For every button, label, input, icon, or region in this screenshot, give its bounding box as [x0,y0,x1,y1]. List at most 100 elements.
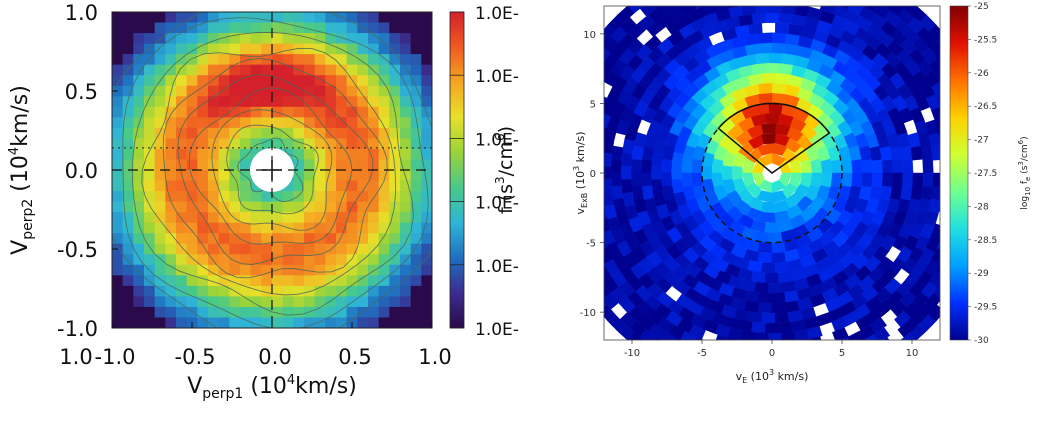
left-y-tick-label: 0.0 [65,159,98,183]
left-heat-cell [176,127,188,139]
left-heat-cell [186,254,198,266]
left-contour-line [112,12,432,328]
left-heat-cell [208,212,220,224]
left-heat-cell [250,43,262,55]
left-heat-cell [208,264,220,276]
left-heat-cell [133,275,145,287]
left-heat-cell [154,54,166,66]
left-heat-cell [346,85,358,97]
left-heat-cell [133,222,145,234]
left-heat-cell [218,85,230,97]
left-heat-cell [336,170,348,182]
right-heat-cell [855,361,871,376]
left-heat-cell [378,159,390,171]
left-heat-cell [176,170,188,182]
right-heat-cell [806,325,823,340]
left-heat-cell [122,275,134,287]
left-heat-cell [293,22,305,34]
right-heat-cell [699,361,715,375]
left-heat-cell [378,64,390,76]
left-heat-cell [112,180,124,192]
right-x-tick-labels: -10 -5 0 5 10 [624,348,919,359]
left-heat-cell [240,317,252,328]
right-heat-cell [695,6,705,10]
right-heat-cell [741,6,757,16]
left-heat-cell [122,212,134,224]
left-heat-cell [154,317,166,328]
left-heat-cell [186,117,198,129]
left-heat-cell [112,12,124,24]
left-heat-cell [197,12,209,24]
right-heat-cell [751,12,766,25]
left-heat-cell [314,159,326,171]
left-heat-cell [410,54,422,66]
right-heat-cell [930,81,940,99]
left-heat-cell [250,233,262,245]
left-heat-cell [229,75,241,87]
right-heat-cell [639,329,657,340]
left-heat-cell [197,85,209,97]
left-heat-cell [293,191,305,203]
left-heat-cell [325,43,337,55]
left-heat-cell [293,254,305,266]
left-heat-cell [410,33,422,45]
right-colorbar-tick-label: -25.5 [974,35,997,45]
left-heat-cell [410,191,422,203]
left-heat-cell [197,191,209,203]
left-heat-cell [165,64,177,76]
left-heat-cell [421,243,432,255]
left-heat-cell [186,212,198,224]
left-heat-cell [293,75,305,87]
left-heat-cell [208,222,220,234]
right-heat-cell [551,186,562,200]
left-heat-cell [378,148,390,161]
left-heat-cell [272,75,284,87]
left-heat-cell [410,222,422,234]
left-heat-cell [368,148,380,161]
left-heat-cell [261,33,273,45]
left-heat-cell [378,306,390,319]
left-heat-cell [133,285,145,297]
left-heat-cell [304,127,316,139]
left-heat-cell [154,148,166,161]
left-heat-cell [122,96,134,108]
left-heat-cell [197,317,209,328]
right-heat-cell [560,173,571,187]
right-heat-cell [771,82,787,95]
left-heat-cell [421,233,432,245]
left-heat-cell [272,296,284,308]
left-heat-cell [314,33,326,45]
right-heat-cell [936,240,940,250]
left-heat-cell [112,43,124,55]
right-heat-cell [781,6,796,15]
right-heat-cell [892,172,904,187]
left-heat-cell [314,64,326,76]
right-heat-cell [604,38,608,46]
left-heat-cell [133,264,145,276]
left-heat-cell [314,138,326,150]
left-heat-cell [400,264,412,276]
left-heat-cell [261,85,273,97]
left-heat-cell [122,64,134,76]
left-heat-cell [197,296,209,308]
left-heat-cell [218,191,230,203]
right-heat-cell [683,0,699,2]
left-heat-cell [165,243,177,255]
left-heat-cell [389,75,401,87]
right-heat-cell [798,349,813,361]
left-heat-cell [421,306,432,319]
left-heat-cell [208,43,220,55]
left-heat-cell [250,33,262,45]
left-heat-cell [421,296,432,308]
left-heat-cell [144,296,156,308]
left-heat-cell [229,201,241,213]
left-heat-cell [421,159,432,171]
left-heat-cell [325,191,337,203]
left-heat-cell [229,106,241,118]
left-heat-cell [400,43,412,55]
left-heat-cell [122,138,134,150]
right-heat-cell [551,146,562,160]
left-heat-cell [410,212,422,224]
left-heat-cell [400,106,412,118]
left-heat-cell [122,12,134,24]
